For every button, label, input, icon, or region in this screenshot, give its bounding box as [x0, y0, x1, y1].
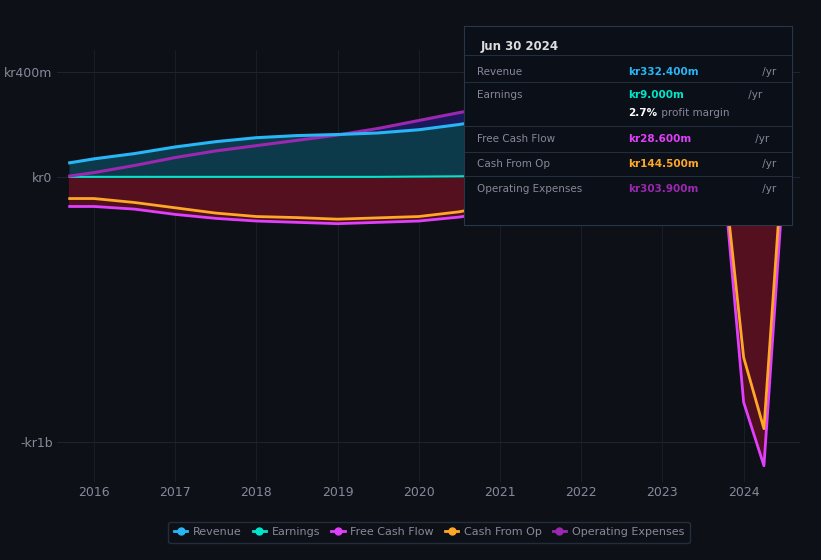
Text: Cash From Op: Cash From Op: [477, 160, 550, 170]
Text: /yr: /yr: [745, 90, 762, 100]
Text: /yr: /yr: [759, 67, 777, 77]
Legend: Revenue, Earnings, Free Cash Flow, Cash From Op, Operating Expenses: Revenue, Earnings, Free Cash Flow, Cash …: [168, 522, 690, 543]
Text: Earnings: Earnings: [477, 90, 522, 100]
Text: /yr: /yr: [759, 184, 777, 194]
Text: profit margin: profit margin: [658, 108, 729, 118]
Text: 2.7%: 2.7%: [628, 108, 657, 118]
Text: Jun 30 2024: Jun 30 2024: [480, 40, 558, 53]
Text: /yr: /yr: [752, 134, 769, 144]
Text: kr9.000m: kr9.000m: [628, 90, 684, 100]
Text: Free Cash Flow: Free Cash Flow: [477, 134, 555, 144]
Text: /yr: /yr: [759, 160, 777, 170]
Text: kr332.400m: kr332.400m: [628, 67, 699, 77]
Text: Revenue: Revenue: [477, 67, 522, 77]
Text: kr28.600m: kr28.600m: [628, 134, 691, 144]
Text: Operating Expenses: Operating Expenses: [477, 184, 582, 194]
Text: kr144.500m: kr144.500m: [628, 160, 699, 170]
Text: kr303.900m: kr303.900m: [628, 184, 699, 194]
